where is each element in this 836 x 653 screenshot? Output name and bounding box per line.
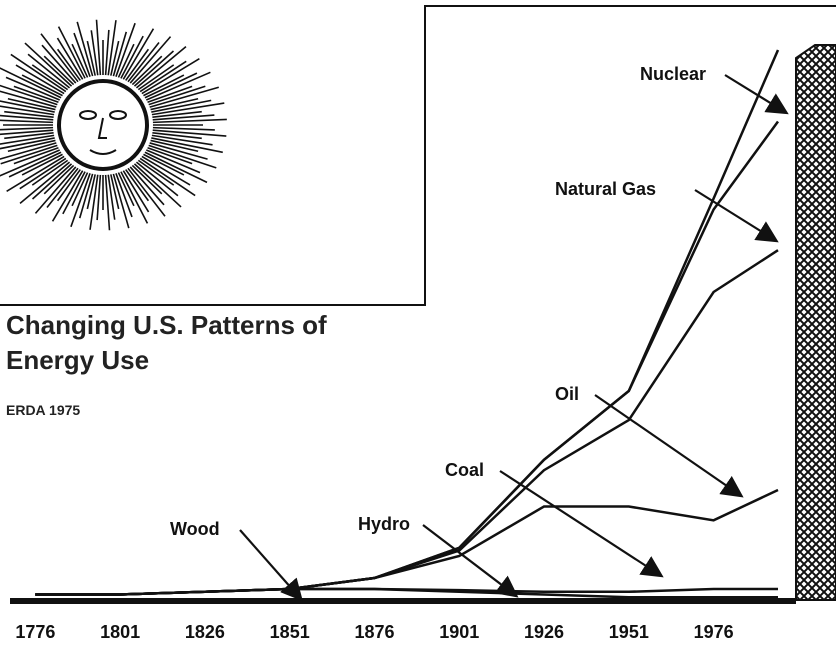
- x-tick-label: 1801: [100, 622, 140, 642]
- page: 1776 1801 1826 1851 1876 1901 1926 1951 1976 Wood…: [0, 0, 836, 653]
- sun-ray: [97, 175, 100, 220]
- sun-ray: [153, 119, 227, 122]
- series-label: Coal: [445, 460, 484, 480]
- x-tick-label: 1951: [609, 622, 649, 642]
- label-arrow: [725, 75, 785, 112]
- sun-ray: [148, 148, 193, 164]
- label-arrow: [240, 530, 300, 598]
- sun-ray: [91, 30, 97, 75]
- label-arrow: [595, 395, 740, 495]
- x-tick-label: 1901: [439, 622, 479, 642]
- sun-ray: [14, 86, 59, 102]
- hatched-wall: [796, 45, 836, 600]
- sun-ray: [153, 130, 227, 136]
- x-tick-label: 1976: [694, 622, 734, 642]
- chart-title: Changing U.S. Patterns of Energy Use: [6, 308, 346, 378]
- series-label: Wood: [170, 519, 220, 539]
- source: ERDA 1975: [6, 402, 80, 418]
- x-tick-label: 1776: [15, 622, 55, 642]
- sun-ray: [0, 120, 53, 122]
- series-line: [35, 490, 778, 595]
- sun-illustration: [0, 20, 227, 231]
- x-tick-label: 1826: [185, 622, 225, 642]
- series-label: Natural Gas: [555, 179, 656, 199]
- series-line: [35, 250, 778, 594]
- x-tick-label: 1851: [270, 622, 310, 642]
- label-arrow: [423, 525, 515, 595]
- sun-ray: [14, 148, 59, 164]
- sun-ray: [106, 30, 109, 75]
- label-arrow: [500, 471, 660, 575]
- sun-ray: [108, 175, 114, 220]
- x-tick-label: 1926: [524, 622, 564, 642]
- series-label: Oil: [555, 384, 579, 404]
- series-label: Hydro: [358, 514, 410, 534]
- sun-ray: [148, 86, 193, 102]
- x-tick-label: 1876: [354, 622, 394, 642]
- series-label: Nuclear: [640, 64, 706, 84]
- sun-ray: [153, 128, 215, 130]
